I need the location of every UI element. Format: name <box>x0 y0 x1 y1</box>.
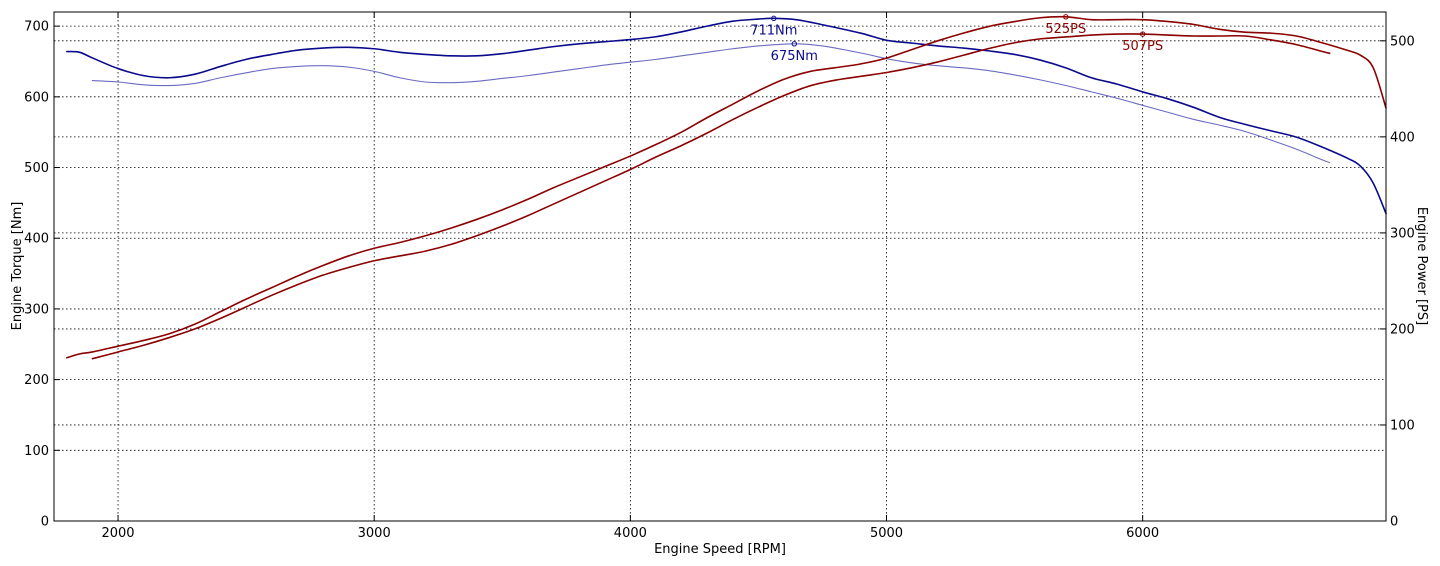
x-tick-label: 3000 <box>358 526 391 541</box>
peak-marker <box>791 41 797 47</box>
series-line-torque_a <box>66 17 1387 215</box>
x-tick-label: 5000 <box>870 526 903 541</box>
x-tick-label: 4000 <box>614 526 647 541</box>
series-lines <box>66 15 1387 360</box>
series-line-torque_b <box>91 43 1331 164</box>
x-axis-ticks: 2000 3000 4000 5000 6000 <box>101 12 1159 541</box>
y2-tick-label: 0 <box>1390 515 1398 530</box>
y2-tick-label: 100 <box>1390 418 1415 433</box>
y-tick-label: 600 <box>24 90 49 105</box>
y-tick-label: 500 <box>24 161 49 176</box>
peak-label: 525PS <box>1045 22 1086 37</box>
y-tick-label: 700 <box>24 20 49 35</box>
peak-marker <box>1063 14 1069 20</box>
x-axis-label: Engine Speed [RPM] <box>654 542 786 557</box>
y-axis-label: Engine Torque [Nm] <box>10 202 25 331</box>
y-tick-label: 400 <box>24 232 49 247</box>
y2-tick-label: 500 <box>1390 34 1415 49</box>
grid-lines <box>54 12 1386 521</box>
y-tick-label: 200 <box>24 373 49 388</box>
peak-label: 675Nm <box>771 49 818 64</box>
y-axis-ticks: 0 100 200 300 400 500 600 700 <box>24 20 60 530</box>
peak-marker <box>1139 31 1146 37</box>
x-tick-label: 2000 <box>101 526 134 541</box>
x-tick-label: 6000 <box>1126 526 1159 541</box>
peak-markers: 711Nm 675Nm 525PS 507PS <box>750 14 1163 64</box>
y2-axis-ticks: 0 100 200 300 400 500 <box>1380 34 1415 530</box>
y2-axis-label: Engine Power [PS] <box>1414 207 1429 325</box>
y-tick-label: 100 <box>24 444 49 459</box>
plot-frame <box>53 11 1387 522</box>
y2-tick-label: 400 <box>1390 130 1415 145</box>
series-line-power_b <box>91 33 1331 360</box>
peak-label: 507PS <box>1122 39 1163 54</box>
y-tick-label: 0 <box>41 515 49 530</box>
peak-label: 711Nm <box>750 23 797 38</box>
y-tick-label: 300 <box>24 302 49 317</box>
series-line-power_a <box>66 15 1387 359</box>
y2-tick-label: 200 <box>1390 322 1415 337</box>
peak-marker <box>771 15 777 22</box>
y2-tick-label: 300 <box>1390 226 1415 241</box>
